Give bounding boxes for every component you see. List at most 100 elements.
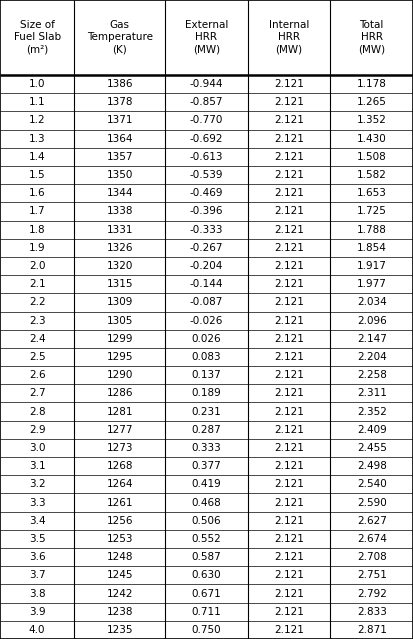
Text: 2.121: 2.121 bbox=[274, 534, 304, 544]
Text: 1309: 1309 bbox=[107, 297, 133, 307]
Text: 1.8: 1.8 bbox=[29, 225, 45, 235]
Text: 2.2: 2.2 bbox=[29, 297, 45, 307]
Text: 0.231: 0.231 bbox=[192, 406, 221, 417]
Text: 1295: 1295 bbox=[107, 352, 133, 362]
Text: 1253: 1253 bbox=[107, 534, 133, 544]
Text: -0.613: -0.613 bbox=[190, 152, 223, 162]
Text: 1344: 1344 bbox=[107, 189, 133, 198]
Text: 2.121: 2.121 bbox=[274, 243, 304, 253]
Text: 2.498: 2.498 bbox=[357, 461, 387, 471]
Text: 3.3: 3.3 bbox=[29, 498, 45, 507]
Text: 3.2: 3.2 bbox=[29, 479, 45, 489]
Text: 1.430: 1.430 bbox=[357, 134, 387, 144]
Text: 0.083: 0.083 bbox=[192, 352, 221, 362]
Text: 1378: 1378 bbox=[107, 97, 133, 107]
Text: 0.468: 0.468 bbox=[192, 498, 221, 507]
Text: 1273: 1273 bbox=[107, 443, 133, 453]
Text: 2.674: 2.674 bbox=[357, 534, 387, 544]
Text: -0.944: -0.944 bbox=[190, 79, 223, 89]
Text: 1364: 1364 bbox=[107, 134, 133, 144]
Text: 2.121: 2.121 bbox=[274, 552, 304, 562]
Text: 0.377: 0.377 bbox=[192, 461, 221, 471]
Text: -0.026: -0.026 bbox=[190, 316, 223, 326]
Text: 2.121: 2.121 bbox=[274, 498, 304, 507]
Text: 2.121: 2.121 bbox=[274, 170, 304, 180]
Text: 2.121: 2.121 bbox=[274, 425, 304, 435]
Text: 0.506: 0.506 bbox=[192, 516, 221, 526]
Text: 2.121: 2.121 bbox=[274, 606, 304, 617]
Text: 2.121: 2.121 bbox=[274, 116, 304, 125]
Text: 1.178: 1.178 bbox=[357, 79, 387, 89]
Text: -0.539: -0.539 bbox=[190, 170, 223, 180]
Text: 0.587: 0.587 bbox=[192, 552, 221, 562]
Text: 1338: 1338 bbox=[107, 206, 133, 217]
Text: 3.1: 3.1 bbox=[29, 461, 45, 471]
Text: -0.857: -0.857 bbox=[190, 97, 223, 107]
Text: 1248: 1248 bbox=[107, 552, 133, 562]
Text: 0.671: 0.671 bbox=[192, 589, 221, 599]
Text: 2.708: 2.708 bbox=[357, 552, 387, 562]
Text: 1290: 1290 bbox=[107, 370, 133, 380]
Text: 2.751: 2.751 bbox=[357, 571, 387, 580]
Text: 0.333: 0.333 bbox=[192, 443, 221, 453]
Text: 2.352: 2.352 bbox=[357, 406, 387, 417]
Text: 1242: 1242 bbox=[107, 589, 133, 599]
Text: 2.121: 2.121 bbox=[274, 389, 304, 398]
Text: -0.204: -0.204 bbox=[190, 261, 223, 271]
Text: 2.121: 2.121 bbox=[274, 334, 304, 344]
Text: -0.087: -0.087 bbox=[190, 297, 223, 307]
Text: 2.121: 2.121 bbox=[274, 352, 304, 362]
Text: 0.419: 0.419 bbox=[192, 479, 221, 489]
Text: 1299: 1299 bbox=[107, 334, 133, 344]
Text: 3.0: 3.0 bbox=[29, 443, 45, 453]
Text: 1.3: 1.3 bbox=[29, 134, 45, 144]
Text: 2.121: 2.121 bbox=[274, 589, 304, 599]
Text: 2.121: 2.121 bbox=[274, 134, 304, 144]
Text: 1286: 1286 bbox=[107, 389, 133, 398]
Text: 2.3: 2.3 bbox=[29, 316, 45, 326]
Text: 1268: 1268 bbox=[107, 461, 133, 471]
Text: 1.4: 1.4 bbox=[29, 152, 45, 162]
Text: 2.121: 2.121 bbox=[274, 625, 304, 635]
Text: 2.0: 2.0 bbox=[29, 261, 45, 271]
Text: 2.833: 2.833 bbox=[357, 606, 387, 617]
Text: 1.6: 1.6 bbox=[29, 189, 45, 198]
Text: 1.788: 1.788 bbox=[357, 225, 387, 235]
Text: 1331: 1331 bbox=[107, 225, 133, 235]
Text: 0.552: 0.552 bbox=[192, 534, 221, 544]
Text: 1.854: 1.854 bbox=[357, 243, 387, 253]
Text: Total
HRR
(MW): Total HRR (MW) bbox=[358, 20, 385, 55]
Text: 2.871: 2.871 bbox=[357, 625, 387, 635]
Text: 2.540: 2.540 bbox=[357, 479, 387, 489]
Text: 2.121: 2.121 bbox=[274, 279, 304, 289]
Text: 1.352: 1.352 bbox=[357, 116, 387, 125]
Text: 2.121: 2.121 bbox=[274, 297, 304, 307]
Text: 2.8: 2.8 bbox=[29, 406, 45, 417]
Text: -0.144: -0.144 bbox=[190, 279, 223, 289]
Text: 2.121: 2.121 bbox=[274, 443, 304, 453]
Text: External
HRR
(MW): External HRR (MW) bbox=[185, 20, 228, 55]
Text: -0.770: -0.770 bbox=[190, 116, 223, 125]
Text: 1.977: 1.977 bbox=[357, 279, 387, 289]
Text: 2.6: 2.6 bbox=[29, 370, 45, 380]
Text: 2.121: 2.121 bbox=[274, 97, 304, 107]
Text: 2.258: 2.258 bbox=[357, 370, 387, 380]
Text: Gas
Temperature
(K): Gas Temperature (K) bbox=[87, 20, 153, 55]
Text: -0.396: -0.396 bbox=[190, 206, 223, 217]
Text: 0.630: 0.630 bbox=[192, 571, 221, 580]
Text: 1.725: 1.725 bbox=[357, 206, 387, 217]
Text: 2.121: 2.121 bbox=[274, 406, 304, 417]
Text: 2.121: 2.121 bbox=[274, 479, 304, 489]
Text: 2.7: 2.7 bbox=[29, 389, 45, 398]
Text: 1.1: 1.1 bbox=[29, 97, 45, 107]
Text: 0.189: 0.189 bbox=[192, 389, 221, 398]
Text: 2.034: 2.034 bbox=[357, 297, 387, 307]
Text: 0.750: 0.750 bbox=[192, 625, 221, 635]
Text: -0.333: -0.333 bbox=[190, 225, 223, 235]
Text: Internal
HRR
(MW): Internal HRR (MW) bbox=[269, 20, 309, 55]
Text: 2.409: 2.409 bbox=[357, 425, 387, 435]
Text: 2.5: 2.5 bbox=[29, 352, 45, 362]
Text: 2.096: 2.096 bbox=[357, 316, 387, 326]
Text: 1.265: 1.265 bbox=[357, 97, 387, 107]
Text: 0.137: 0.137 bbox=[192, 370, 221, 380]
